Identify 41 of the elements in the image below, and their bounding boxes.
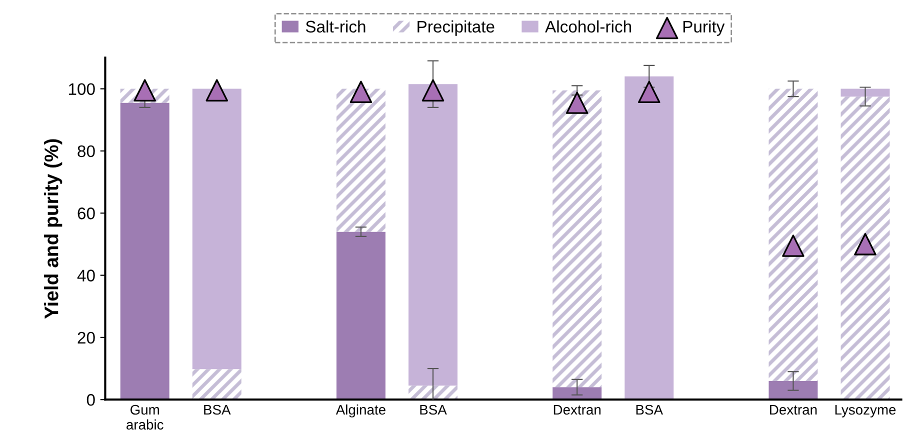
legend-label: Purity (683, 20, 725, 36)
x-tick-label: BSA (204, 404, 231, 415)
bar (552, 90, 602, 388)
point (350, 80, 372, 104)
bar (768, 88, 818, 381)
y-tick-label: 20 (78, 332, 95, 344)
bar (192, 88, 242, 370)
bar (192, 369, 242, 400)
x-tick-label: Gum arabic (126, 404, 164, 430)
point (854, 233, 876, 256)
legend-label: Precipitate (418, 20, 494, 36)
point (206, 79, 228, 102)
bar (552, 387, 602, 400)
x-tick-label: BSA (636, 404, 663, 415)
point (638, 80, 660, 104)
point (782, 234, 804, 257)
bar (840, 88, 890, 97)
x-tick-label: BSA (420, 404, 447, 415)
x-tick-label: Dextran (770, 404, 817, 415)
y-tick-label: 40 (77, 270, 95, 282)
y-tick-label: 0 (86, 394, 95, 406)
point (134, 79, 156, 102)
x-tick-label: Lysozyme (835, 404, 896, 418)
bar (408, 84, 458, 386)
point (566, 92, 588, 114)
bar (840, 96, 890, 400)
legend-label: Salt-rich (306, 20, 366, 33)
bar (120, 102, 170, 400)
x-tick-label: Alginate (336, 404, 386, 418)
bar (336, 88, 386, 232)
y-tick-label: 80 (78, 145, 95, 158)
bar (624, 76, 674, 400)
x-tick-label: Dextran (554, 404, 601, 415)
y-tick-label: 100 (68, 83, 95, 96)
point (422, 79, 444, 102)
y-axis-title: Yield and purity (%) (44, 139, 62, 319)
bar (768, 380, 818, 400)
y-tick-label: 60 (78, 208, 95, 220)
bar (408, 386, 458, 400)
bar (336, 232, 386, 400)
legend-label: Alcohol-rich (545, 20, 631, 33)
